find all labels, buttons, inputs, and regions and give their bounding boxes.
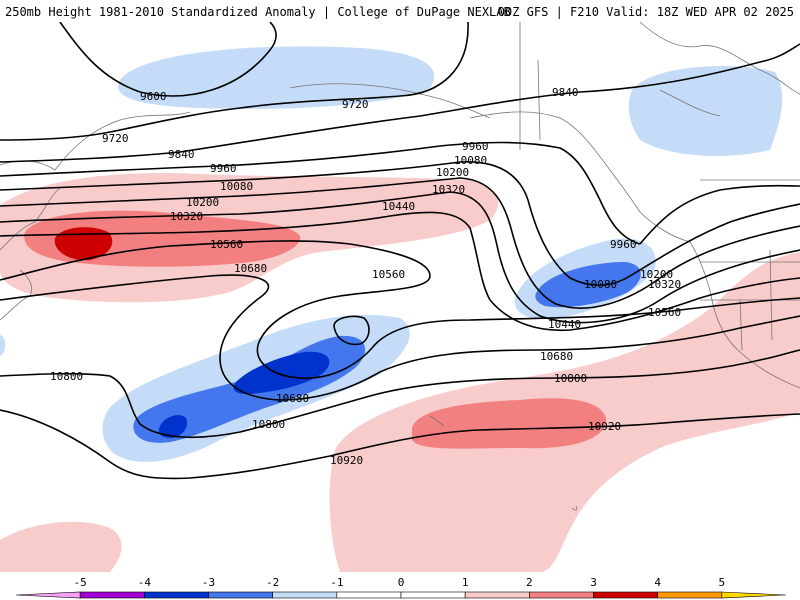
colorbar-bin-neutral-high — [400, 591, 466, 599]
contour-10800 — [0, 349, 800, 438]
contour-10680 — [0, 274, 800, 401]
colorbar-bin-neg5 — [15, 591, 81, 599]
header: 250mb Height 1981-2010 Standardized Anom… — [0, 0, 800, 22]
colorbar-tick-label: 2 — [526, 576, 533, 589]
contour-label-9960: 9960 — [610, 238, 637, 251]
map-panel: 9600 9720 9720 9840 9840 9960 9960 9960 10080 100… — [0, 22, 800, 572]
contour-label-9840: 9840 — [552, 86, 579, 99]
contour-label-9960: 9960 — [210, 162, 237, 175]
contour-label-10800: 10800 — [554, 372, 587, 385]
contour-10920 — [0, 409, 800, 480]
contour-label-10920: 10920 — [588, 420, 621, 433]
colorbar-tick-label: 3 — [590, 576, 597, 589]
colorbar-bin-neg1 — [272, 591, 338, 599]
contour-10200 — [0, 177, 800, 309]
colorbar-bin-pos2 — [529, 591, 594, 599]
contour-10560 — [0, 240, 800, 379]
model-run-info: 00Z GFS | F210 Valid: 18Z WED APR 02 202… — [497, 5, 794, 19]
contour-label-10200: 10200 — [186, 196, 219, 209]
colorbar-tick-label: -3 — [202, 576, 215, 589]
map-title: 250mb Height 1981-2010 Standardized Anom… — [5, 5, 511, 19]
colorbar-bin-pos1 — [464, 591, 530, 599]
contour-10320 — [0, 191, 800, 324]
colorbar-tick-label: 1 — [462, 576, 469, 589]
colorbar-tick-label: -5 — [74, 576, 87, 589]
contour-label-10440: 10440 — [382, 200, 415, 213]
colorbar-bin-neg4 — [79, 591, 145, 599]
contour-labels: 9600972097209840984099609960996010080100… — [50, 86, 681, 467]
colorbar-bin-neg3 — [144, 591, 209, 599]
colorbar-bin-pos4 — [657, 591, 723, 599]
contour-label-10680: 10680 — [276, 392, 309, 405]
contour-label-9840: 9840 — [168, 148, 195, 161]
anomaly-pos1-southwest — [0, 521, 122, 572]
contour-label-10440: 10440 — [548, 318, 581, 331]
anomaly-map: 9600972097209840984099609960996010080100… — [0, 22, 800, 572]
contour-label-10920: 10920 — [330, 454, 363, 467]
contour-label-9600: 9600 — [140, 90, 167, 103]
contour-label-10680: 10680 — [234, 262, 267, 275]
contour-label-10800: 10800 — [252, 418, 285, 431]
contour-9960-west — [0, 141, 641, 245]
colorbar-tick-label: -4 — [138, 576, 152, 589]
contour-label-10080: 10080 — [584, 278, 617, 291]
colorbar-graphic: -5 -4 -3 -2 -1 0 1 2 3 4 5 — [15, 576, 787, 599]
contour-label-10320: 10320 — [432, 183, 465, 196]
contour-9840 — [0, 43, 800, 163]
contour-9960-east — [639, 184, 800, 245]
colorbar-tick-label: 0 — [398, 576, 405, 589]
contour-label-10080: 10080 — [220, 180, 253, 193]
contour-label-10560: 10560 — [372, 268, 405, 281]
colorbar-bin-pos3 — [593, 591, 658, 599]
contour-9720 — [0, 22, 469, 141]
contour-label-10080: 10080 — [454, 154, 487, 167]
colorbar: -5 -4 -3 -2 -1 0 1 2 3 4 5 — [0, 572, 800, 600]
anomaly-neg3-central — [233, 351, 330, 395]
anomaly-neg3-west — [158, 415, 188, 438]
colorbar-bin-neg2 — [208, 591, 273, 599]
anomaly-neg1-canada — [628, 66, 783, 156]
contour-10080 — [0, 161, 800, 287]
contour-9600 — [59, 22, 277, 97]
contour-label-10560: 10560 — [210, 238, 243, 251]
contour-label-9720: 9720 — [342, 98, 369, 111]
contour-label-9720: 9720 — [102, 132, 129, 145]
colorbar-tick-label: -1 — [330, 576, 343, 589]
contour-label-9960: 9960 — [462, 140, 489, 153]
contour-label-10800: 10800 — [50, 370, 83, 383]
colorbar-bin-neutral-low — [336, 591, 402, 599]
anomaly-pos3-japan — [54, 227, 113, 261]
coastlines — [0, 22, 800, 511]
contour-label-10560: 10560 — [648, 306, 681, 319]
colorbar-bin-pos5 — [721, 591, 787, 599]
anomaly-pos2-hawaii — [412, 398, 607, 449]
colorbar-tick-label: 4 — [654, 576, 661, 589]
contour-closed-low — [333, 315, 370, 346]
colorbar-tick-label: -2 — [266, 576, 279, 589]
contour-label-10680: 10680 — [540, 350, 573, 363]
height-contours — [0, 22, 800, 480]
contour-label-10320: 10320 — [170, 210, 203, 223]
contour-10440 — [0, 211, 800, 332]
contour-label-10200: 10200 — [436, 166, 469, 179]
contour-label-10320: 10320 — [648, 278, 681, 291]
contour-label-10200: 10200 — [640, 268, 673, 281]
anomaly-neg1-edge — [0, 335, 6, 356]
colorbar-tick-label: 5 — [719, 576, 726, 589]
